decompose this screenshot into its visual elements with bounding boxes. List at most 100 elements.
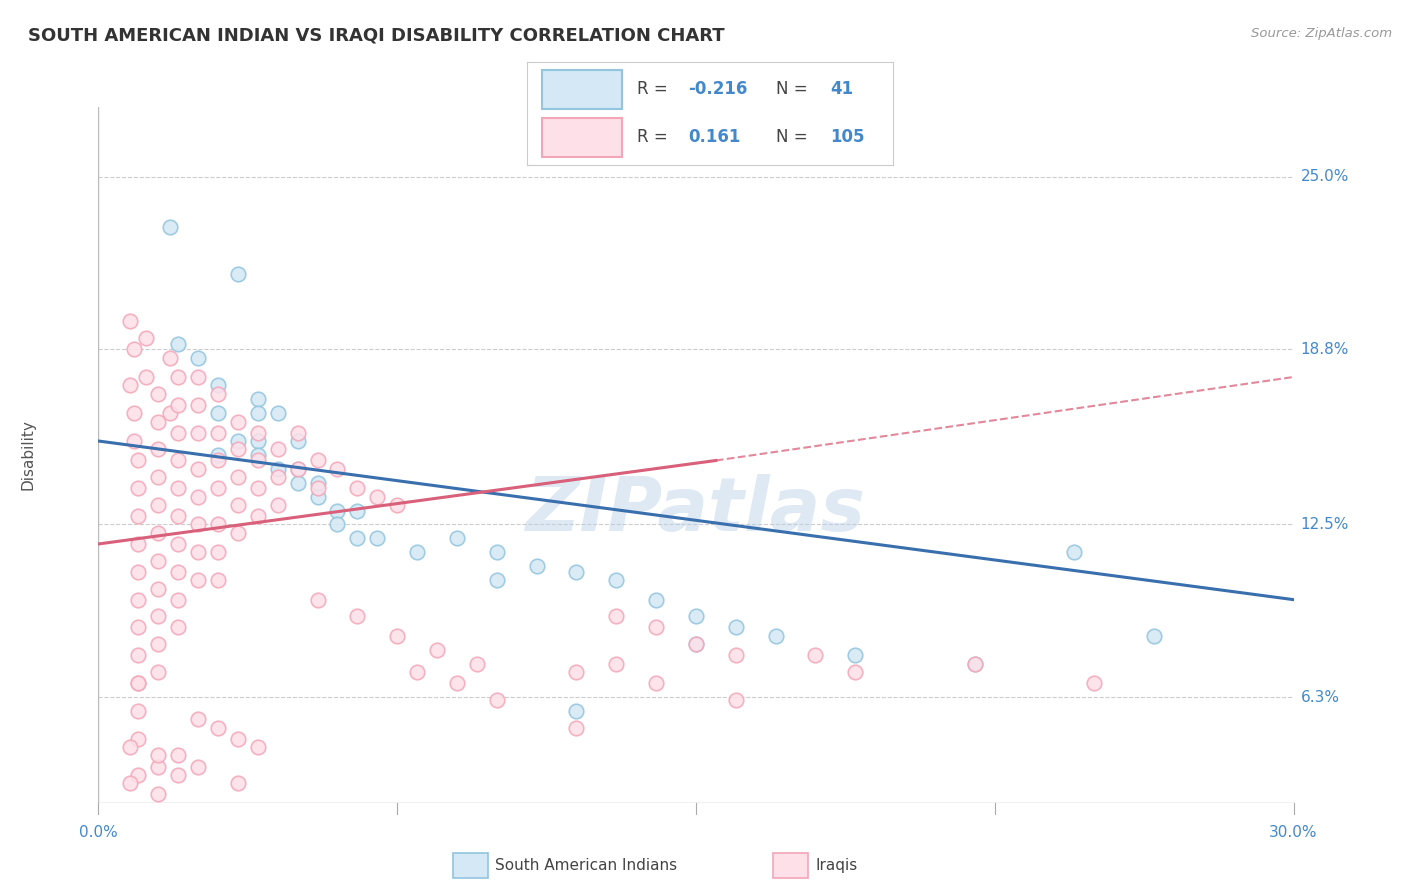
Point [148, 470, 170, 484]
Point [148, 759, 170, 773]
Point [565, 565, 588, 579]
Point [804, 648, 827, 663]
Point [148, 415, 170, 429]
Point [127, 731, 149, 746]
Point [385, 629, 409, 643]
Text: ZIPatlas: ZIPatlas [526, 474, 866, 547]
Point [246, 425, 269, 440]
Point [406, 665, 429, 679]
Point [207, 386, 229, 401]
Point [187, 370, 209, 384]
Point [267, 406, 290, 420]
Point [127, 509, 149, 524]
Text: 6.3%: 6.3% [1301, 690, 1340, 705]
Point [645, 676, 668, 690]
Point [187, 545, 209, 559]
Point [187, 517, 209, 532]
Point [207, 425, 229, 440]
Point [246, 406, 269, 420]
Point [645, 620, 668, 634]
Point [187, 573, 209, 587]
Point [127, 648, 149, 663]
Text: Disability: Disability [21, 419, 35, 491]
Point [605, 573, 627, 587]
Point [207, 448, 229, 462]
Point [287, 425, 309, 440]
Point [148, 554, 170, 568]
Point [187, 351, 209, 365]
Point [465, 657, 488, 671]
Point [685, 609, 707, 624]
Point [120, 776, 142, 790]
Point [148, 442, 170, 457]
Point [167, 768, 190, 782]
Text: 41: 41 [831, 80, 853, 98]
Point [167, 592, 190, 607]
Point [187, 398, 209, 412]
Point [346, 609, 368, 624]
Point [148, 788, 170, 802]
Point [326, 503, 349, 517]
Text: 0.161: 0.161 [688, 128, 741, 146]
Point [267, 470, 290, 484]
Point [120, 378, 142, 392]
Point [844, 665, 866, 679]
Point [267, 498, 290, 512]
Point [167, 398, 190, 412]
Point [485, 573, 508, 587]
Text: 12.5%: 12.5% [1301, 517, 1348, 532]
Point [187, 759, 209, 773]
Point [307, 481, 329, 495]
Point [187, 425, 209, 440]
Text: SOUTH AMERICAN INDIAN VS IRAQI DISABILITY CORRELATION CHART: SOUTH AMERICAN INDIAN VS IRAQI DISABILIT… [28, 27, 724, 45]
Point [844, 648, 866, 663]
Point [207, 453, 229, 467]
Point [148, 525, 170, 540]
Point [366, 490, 388, 504]
Point [226, 498, 249, 512]
Point [127, 592, 149, 607]
Point [724, 693, 747, 707]
Point [246, 453, 269, 467]
Point [1063, 545, 1085, 559]
Point [287, 462, 309, 476]
Point [366, 532, 388, 546]
Point [287, 475, 309, 490]
Point [124, 342, 146, 356]
Point [307, 475, 329, 490]
Point [127, 620, 149, 634]
Point [346, 503, 368, 517]
Point [167, 509, 190, 524]
Point [765, 629, 787, 643]
Point [207, 545, 229, 559]
Point [287, 462, 309, 476]
Text: N =: N = [776, 80, 813, 98]
Point [565, 721, 588, 735]
Point [485, 545, 508, 559]
Bar [541, 70, 623, 109]
Point [406, 545, 429, 559]
Point [167, 336, 190, 351]
Point [167, 425, 190, 440]
Point [148, 498, 170, 512]
Point [426, 642, 449, 657]
Text: 25.0%: 25.0% [1301, 169, 1348, 184]
Text: Iraqis: Iraqis [815, 858, 858, 872]
Point [127, 453, 149, 467]
Text: 30.0%: 30.0% [1270, 825, 1317, 840]
Point [148, 665, 170, 679]
Point [167, 748, 190, 763]
Point [148, 748, 170, 763]
Point [346, 532, 368, 546]
Point [724, 648, 747, 663]
Point [148, 386, 170, 401]
Point [159, 351, 181, 365]
Point [127, 565, 149, 579]
Point [565, 665, 588, 679]
Point [148, 637, 170, 651]
Text: 18.8%: 18.8% [1301, 342, 1348, 357]
Point [127, 537, 149, 551]
Point [207, 406, 229, 420]
Text: -0.216: -0.216 [688, 80, 748, 98]
Point [226, 470, 249, 484]
